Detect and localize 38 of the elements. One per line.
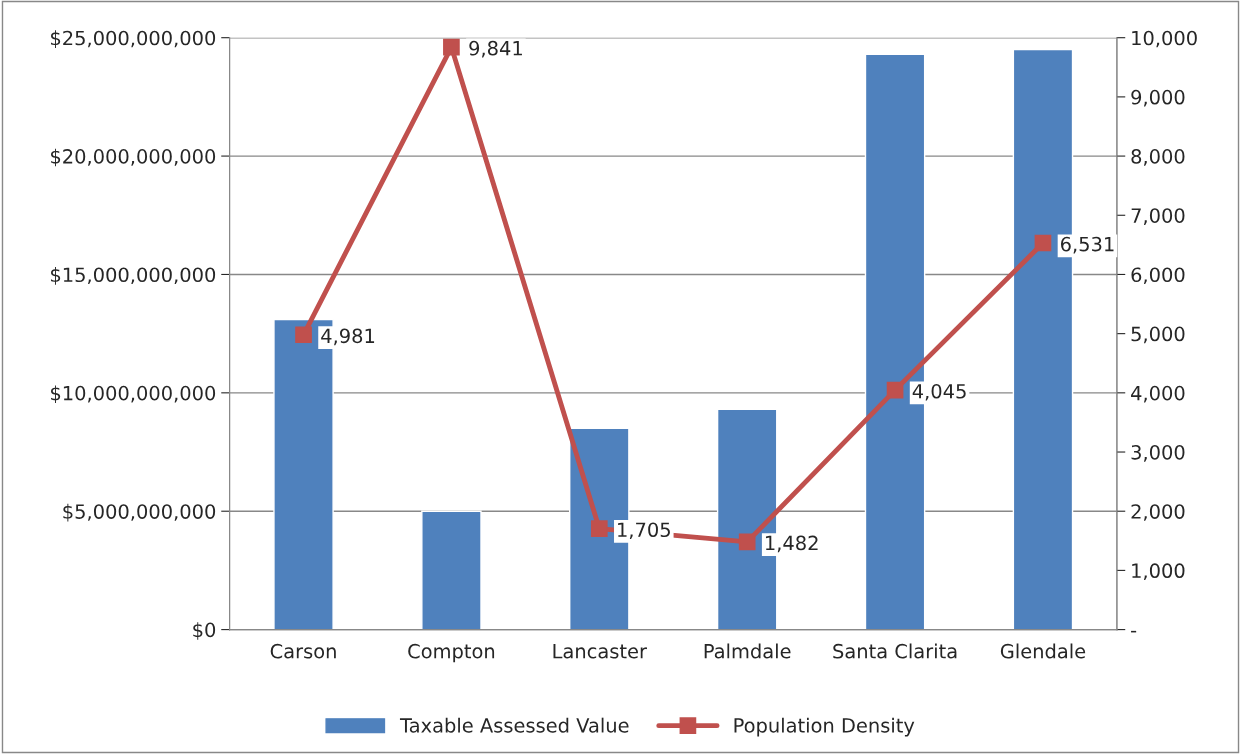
y2-tick-label: 6,000 — [1131, 267, 1185, 285]
legend-label: Taxable Assessed Value — [399, 717, 629, 733]
point — [1034, 234, 1052, 252]
point — [295, 326, 312, 344]
x-tick-label: Compton — [408, 643, 495, 663]
y-tick-label: $25,000,000,000 — [51, 30, 216, 48]
y-tick-label: $5,000,000,000 — [63, 503, 216, 522]
y-tick-label: $10,000,000,000 — [51, 385, 216, 404]
legend-label: Population Density — [734, 717, 915, 737]
y2-tick-label: 9,000 — [1131, 89, 1185, 107]
y-tick-label: $15,000,000,000 — [51, 267, 216, 285]
data-label: 1,482 — [765, 535, 818, 553]
y2-tick-label: 5,000 — [1131, 326, 1185, 344]
y2-tick-label: 4,000 — [1131, 385, 1185, 403]
point — [738, 533, 756, 551]
x-tick-label: Carson — [270, 643, 336, 659]
data-label: 1,705 — [618, 522, 670, 540]
y-tick-label: $0 — [193, 622, 216, 640]
bar — [421, 510, 482, 630]
data-label: 9,841 — [469, 40, 522, 58]
point — [443, 38, 460, 56]
x-tick-label: Santa Clarita — [833, 643, 957, 659]
data-label: 4,981 — [321, 328, 375, 346]
x-tick-label: Glendale — [1000, 643, 1086, 659]
data-label: 4,045 — [912, 383, 966, 401]
y2-tick-label: 2,000 — [1131, 504, 1185, 521]
y2-tick-label: 3,000 — [1131, 444, 1185, 462]
x-tick-label: Palmdale — [704, 643, 791, 659]
y2-tick-label: 7,000 — [1131, 208, 1185, 225]
point — [590, 520, 608, 538]
y2-tick-label: - — [1131, 630, 1137, 633]
y2-tick-label: 1,000 — [1132, 563, 1185, 581]
x-tick-label: Lancaster — [553, 644, 647, 659]
y2-tick-label: 10,000 — [1132, 30, 1197, 48]
y-tick-label: $20,000,000,000 — [51, 148, 216, 167]
data-label: 6,531 — [1060, 236, 1114, 254]
point — [886, 381, 904, 399]
y2-tick-label: 8,000 — [1131, 149, 1185, 166]
